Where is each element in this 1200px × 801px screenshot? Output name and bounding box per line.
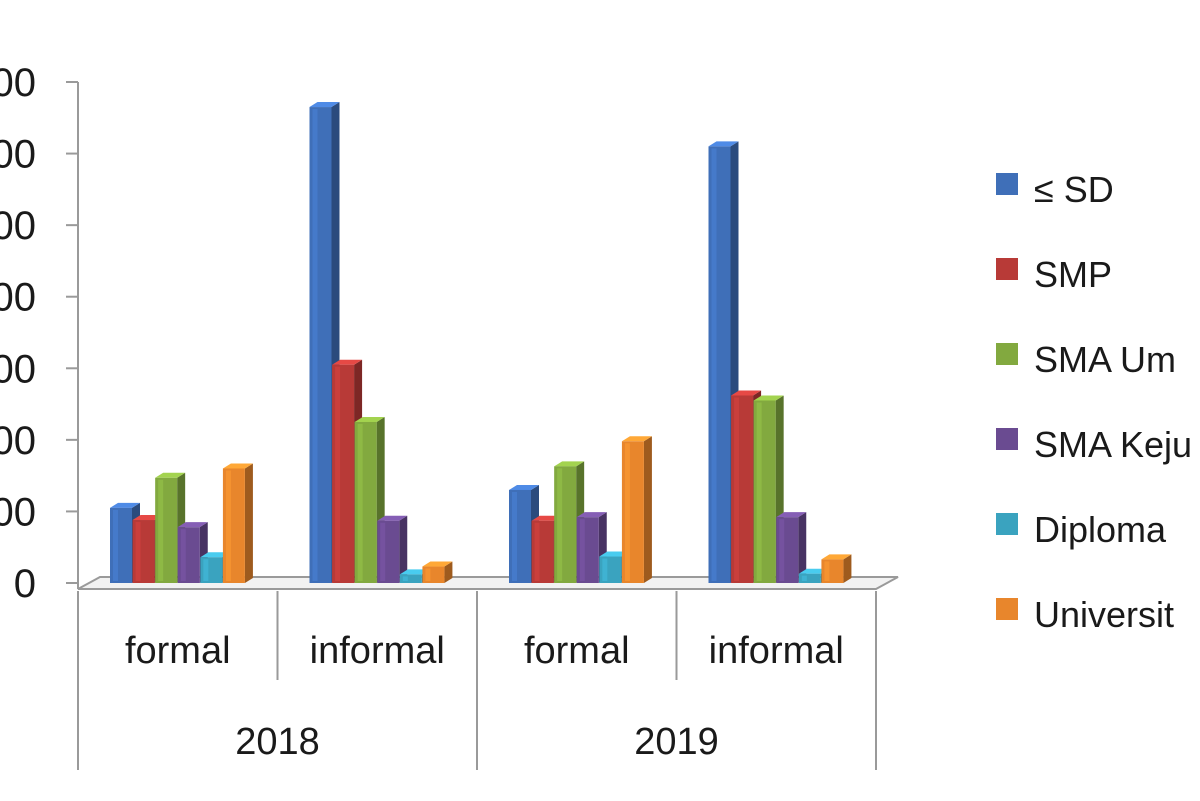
y-tick-label: 00 xyxy=(0,276,36,320)
legend-label: SMA Keju xyxy=(1034,424,1192,465)
legend-item: Universit xyxy=(996,594,1174,635)
legend-item: Diploma xyxy=(996,509,1167,550)
legend-item: SMP xyxy=(996,254,1112,295)
x-group-label: 2019 xyxy=(634,721,719,763)
legend-swatch xyxy=(996,513,1018,535)
chart-floor xyxy=(77,576,899,590)
bar xyxy=(776,512,807,583)
legend-label: SMA Um xyxy=(1034,339,1176,380)
legend-label: Universit xyxy=(1034,594,1174,635)
legend-swatch xyxy=(996,428,1018,450)
bar xyxy=(821,554,852,583)
chart-axes xyxy=(66,81,877,770)
bar xyxy=(377,515,408,583)
bar xyxy=(422,561,453,583)
chart-legend: ≤ SD SMP SMA Um SMA Keju Diploma Universit xyxy=(996,169,1192,635)
x-category-label: formal xyxy=(125,630,231,672)
legend-label: ≤ SD xyxy=(1034,169,1114,210)
y-tick-label: 00 xyxy=(0,490,36,534)
legend-item: ≤ SD xyxy=(996,169,1114,210)
x-category-label: informal xyxy=(310,630,445,672)
chart-bars xyxy=(110,102,852,584)
legend-swatch xyxy=(996,343,1018,365)
x-group-label: 2018 xyxy=(235,721,320,763)
legend-label: Diploma xyxy=(1034,509,1167,550)
bar xyxy=(621,436,652,583)
bar xyxy=(177,522,208,583)
legend-swatch xyxy=(996,598,1018,620)
y-tick-label: 00 xyxy=(0,204,36,248)
x-category-label: informal xyxy=(709,630,844,672)
legend-item: SMA Keju xyxy=(996,424,1192,465)
y-tick-label: 00 xyxy=(0,133,36,177)
y-tick-label: 00 xyxy=(0,61,36,105)
y-tick-label: 00 xyxy=(0,419,36,463)
y-tick-label: 0 xyxy=(14,562,36,606)
legend-label: SMP xyxy=(1034,254,1112,295)
legend-swatch xyxy=(996,173,1018,195)
y-tick-label: 00 xyxy=(0,347,36,391)
bar xyxy=(222,463,253,583)
chart-floor-plane xyxy=(77,576,899,590)
x-category-label: formal xyxy=(524,630,630,672)
legend-swatch xyxy=(996,258,1018,280)
legend-item: SMA Um xyxy=(996,339,1176,380)
